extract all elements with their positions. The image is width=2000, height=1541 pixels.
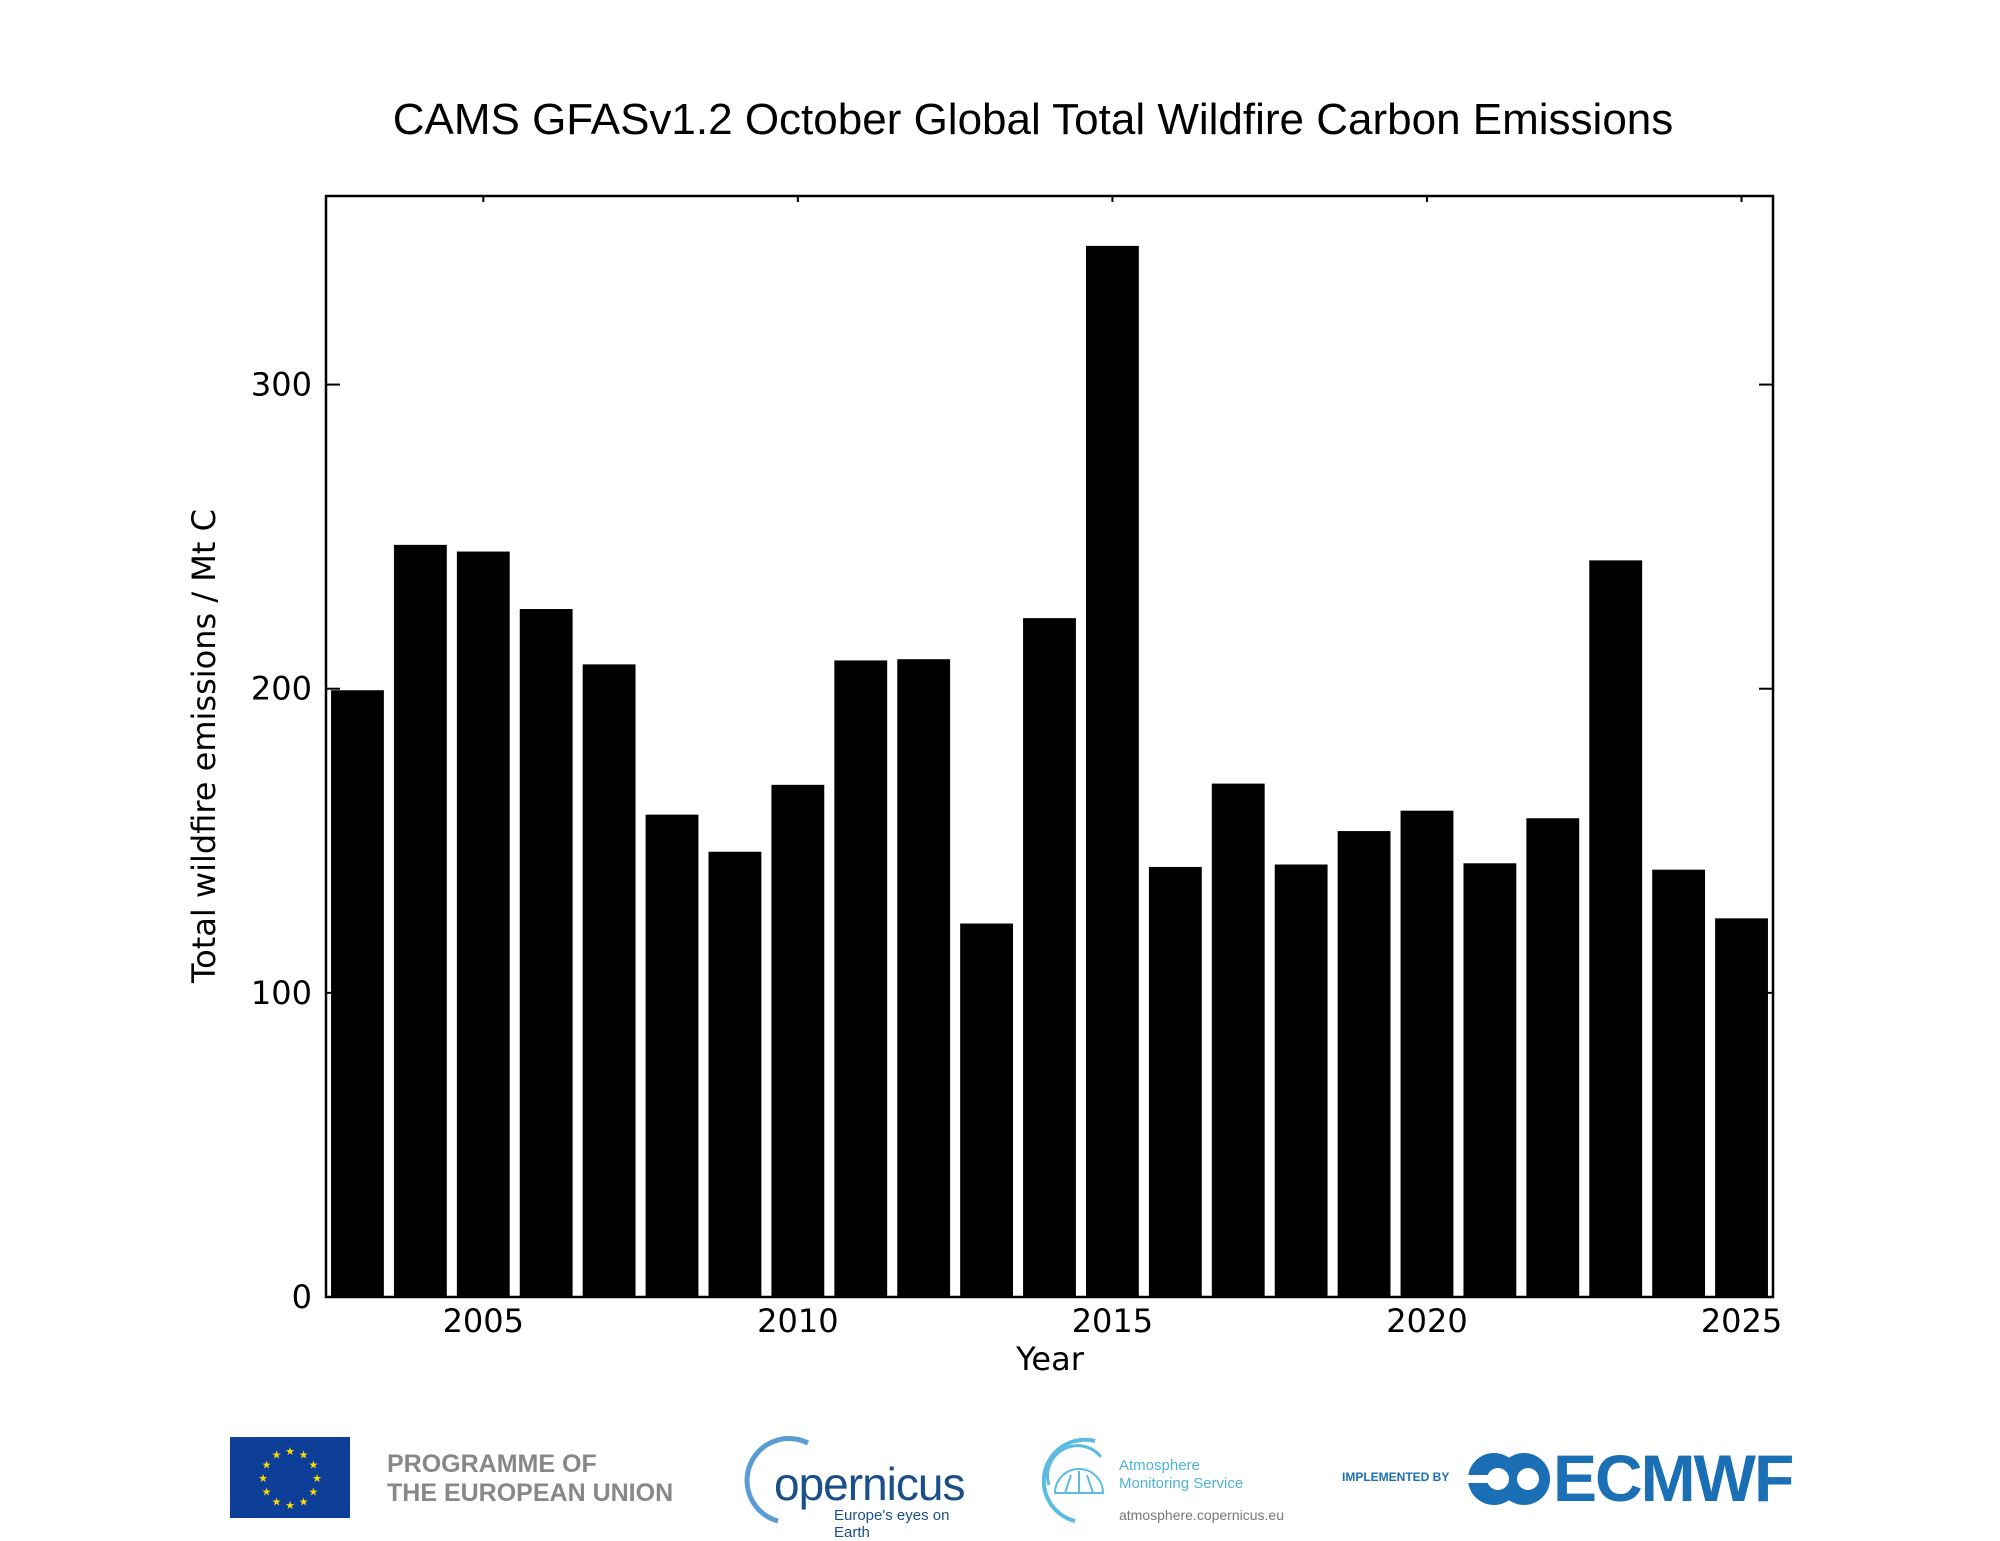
y-tick-label: 300 bbox=[251, 366, 312, 404]
eu-flag-logo: ★ ★ ★ ★ ★ ★ ★ ★ ★ ★ ★ ★ bbox=[230, 1437, 350, 1518]
bar-2005 bbox=[456, 551, 510, 1297]
bar-2010 bbox=[771, 784, 825, 1297]
y-axis-label: Total wildfire emissions / Mt C bbox=[185, 509, 223, 984]
eu-star-icon: ★ bbox=[262, 1487, 272, 1499]
bar-2023 bbox=[1589, 560, 1643, 1297]
x-tick-label: 2025 bbox=[1701, 1302, 1782, 1340]
eu-star-icon: ★ bbox=[299, 1496, 309, 1508]
y-tick-label: 200 bbox=[251, 670, 312, 708]
ecmwf-symbol-icon bbox=[1468, 1453, 1550, 1505]
eu-star-icon: ★ bbox=[299, 1450, 309, 1462]
bar-2025 bbox=[1715, 918, 1768, 1297]
x-tick-label: 2010 bbox=[757, 1302, 838, 1340]
bar-2017 bbox=[1211, 783, 1265, 1297]
eu-star-icon: ★ bbox=[272, 1450, 282, 1462]
eu-star-icon: ★ bbox=[258, 1473, 268, 1485]
bar-2016 bbox=[1148, 866, 1202, 1297]
copernicus-tagline: Europe's eyes on Earth bbox=[834, 1507, 950, 1541]
bar-chart: 0 100 200 300 2005 2010 2015 2020 2025 Year Tota… bbox=[185, 194, 1782, 1378]
x-tick-label: 2020 bbox=[1386, 1302, 1467, 1340]
bar-2018 bbox=[1274, 864, 1328, 1297]
bar-2024 bbox=[1652, 869, 1706, 1297]
bar-2011 bbox=[834, 660, 888, 1297]
cams-line-2: Monitoring Service bbox=[1119, 1475, 1244, 1492]
plot-frame bbox=[324, 194, 1775, 1299]
copernicus-wordmark: opernicus bbox=[774, 1458, 965, 1510]
bar-2006 bbox=[519, 609, 573, 1297]
chart-title: CAMS GFASv1.2 October Global Total Wildf… bbox=[392, 95, 1674, 144]
cams-globe-icon bbox=[1041, 1437, 1105, 1523]
cams-line-1: Atmosphere bbox=[1119, 1457, 1200, 1474]
eu-star-icon: ★ bbox=[262, 1460, 272, 1472]
bar-2019 bbox=[1337, 831, 1391, 1297]
bar-2022 bbox=[1526, 818, 1580, 1297]
eu-stars-icon: ★ ★★★★★★★★★★★ bbox=[258, 1446, 322, 1512]
x-tick-label: 2005 bbox=[443, 1302, 524, 1340]
copernicus-arc-icon bbox=[744, 1435, 810, 1524]
eu-star-icon: ★ bbox=[308, 1487, 318, 1499]
ecmwf-logo: ECMWF bbox=[1468, 1441, 1798, 1515]
eu-star-icon: ★ bbox=[308, 1460, 318, 1472]
eu-star-icon: ★ bbox=[285, 1446, 295, 1458]
ecmwf-wordmark: ECMWF bbox=[1553, 1441, 1794, 1515]
eu-line-2: THE EUROPEAN UNION bbox=[387, 1479, 674, 1507]
cams-name: Atmosphere Monitoring Service bbox=[1119, 1457, 1243, 1493]
eu-programme-text: PROGRAMME OF THE EUROPEAN UNION bbox=[387, 1450, 673, 1508]
implemented-by-text: IMPLEMENTED BY bbox=[1342, 1470, 1450, 1484]
bar-2021 bbox=[1463, 863, 1517, 1297]
bar-2012 bbox=[897, 659, 951, 1297]
bar-2007 bbox=[582, 664, 636, 1297]
copernicus-logo: opernicus Europe's eyes on Earth bbox=[738, 1435, 978, 1541]
bar-2008 bbox=[645, 814, 699, 1297]
eu-star-icon: ★ bbox=[272, 1496, 282, 1508]
bar-2014 bbox=[1023, 618, 1076, 1297]
cams-url: atmosphere.copernicus.eu bbox=[1119, 1507, 1284, 1523]
eu-star-icon: ★ bbox=[285, 1500, 295, 1512]
x-axis-label: Year bbox=[1015, 1340, 1085, 1378]
bar-2020 bbox=[1400, 810, 1454, 1297]
y-tick-label: 0 bbox=[292, 1278, 312, 1316]
bar-2013 bbox=[960, 923, 1014, 1297]
eu-line-1: PROGRAMME OF bbox=[387, 1450, 597, 1478]
x-tick-label: 2015 bbox=[1072, 1302, 1153, 1340]
bar-2015 bbox=[1085, 245, 1139, 1298]
y-tick-label: 100 bbox=[251, 974, 312, 1012]
bar-2009 bbox=[708, 851, 762, 1297]
eu-star-icon: ★ bbox=[312, 1473, 322, 1485]
cams-logo: Atmosphere Monitoring Service atmosphere… bbox=[1035, 1435, 1295, 1525]
bar-2004 bbox=[393, 544, 447, 1297]
